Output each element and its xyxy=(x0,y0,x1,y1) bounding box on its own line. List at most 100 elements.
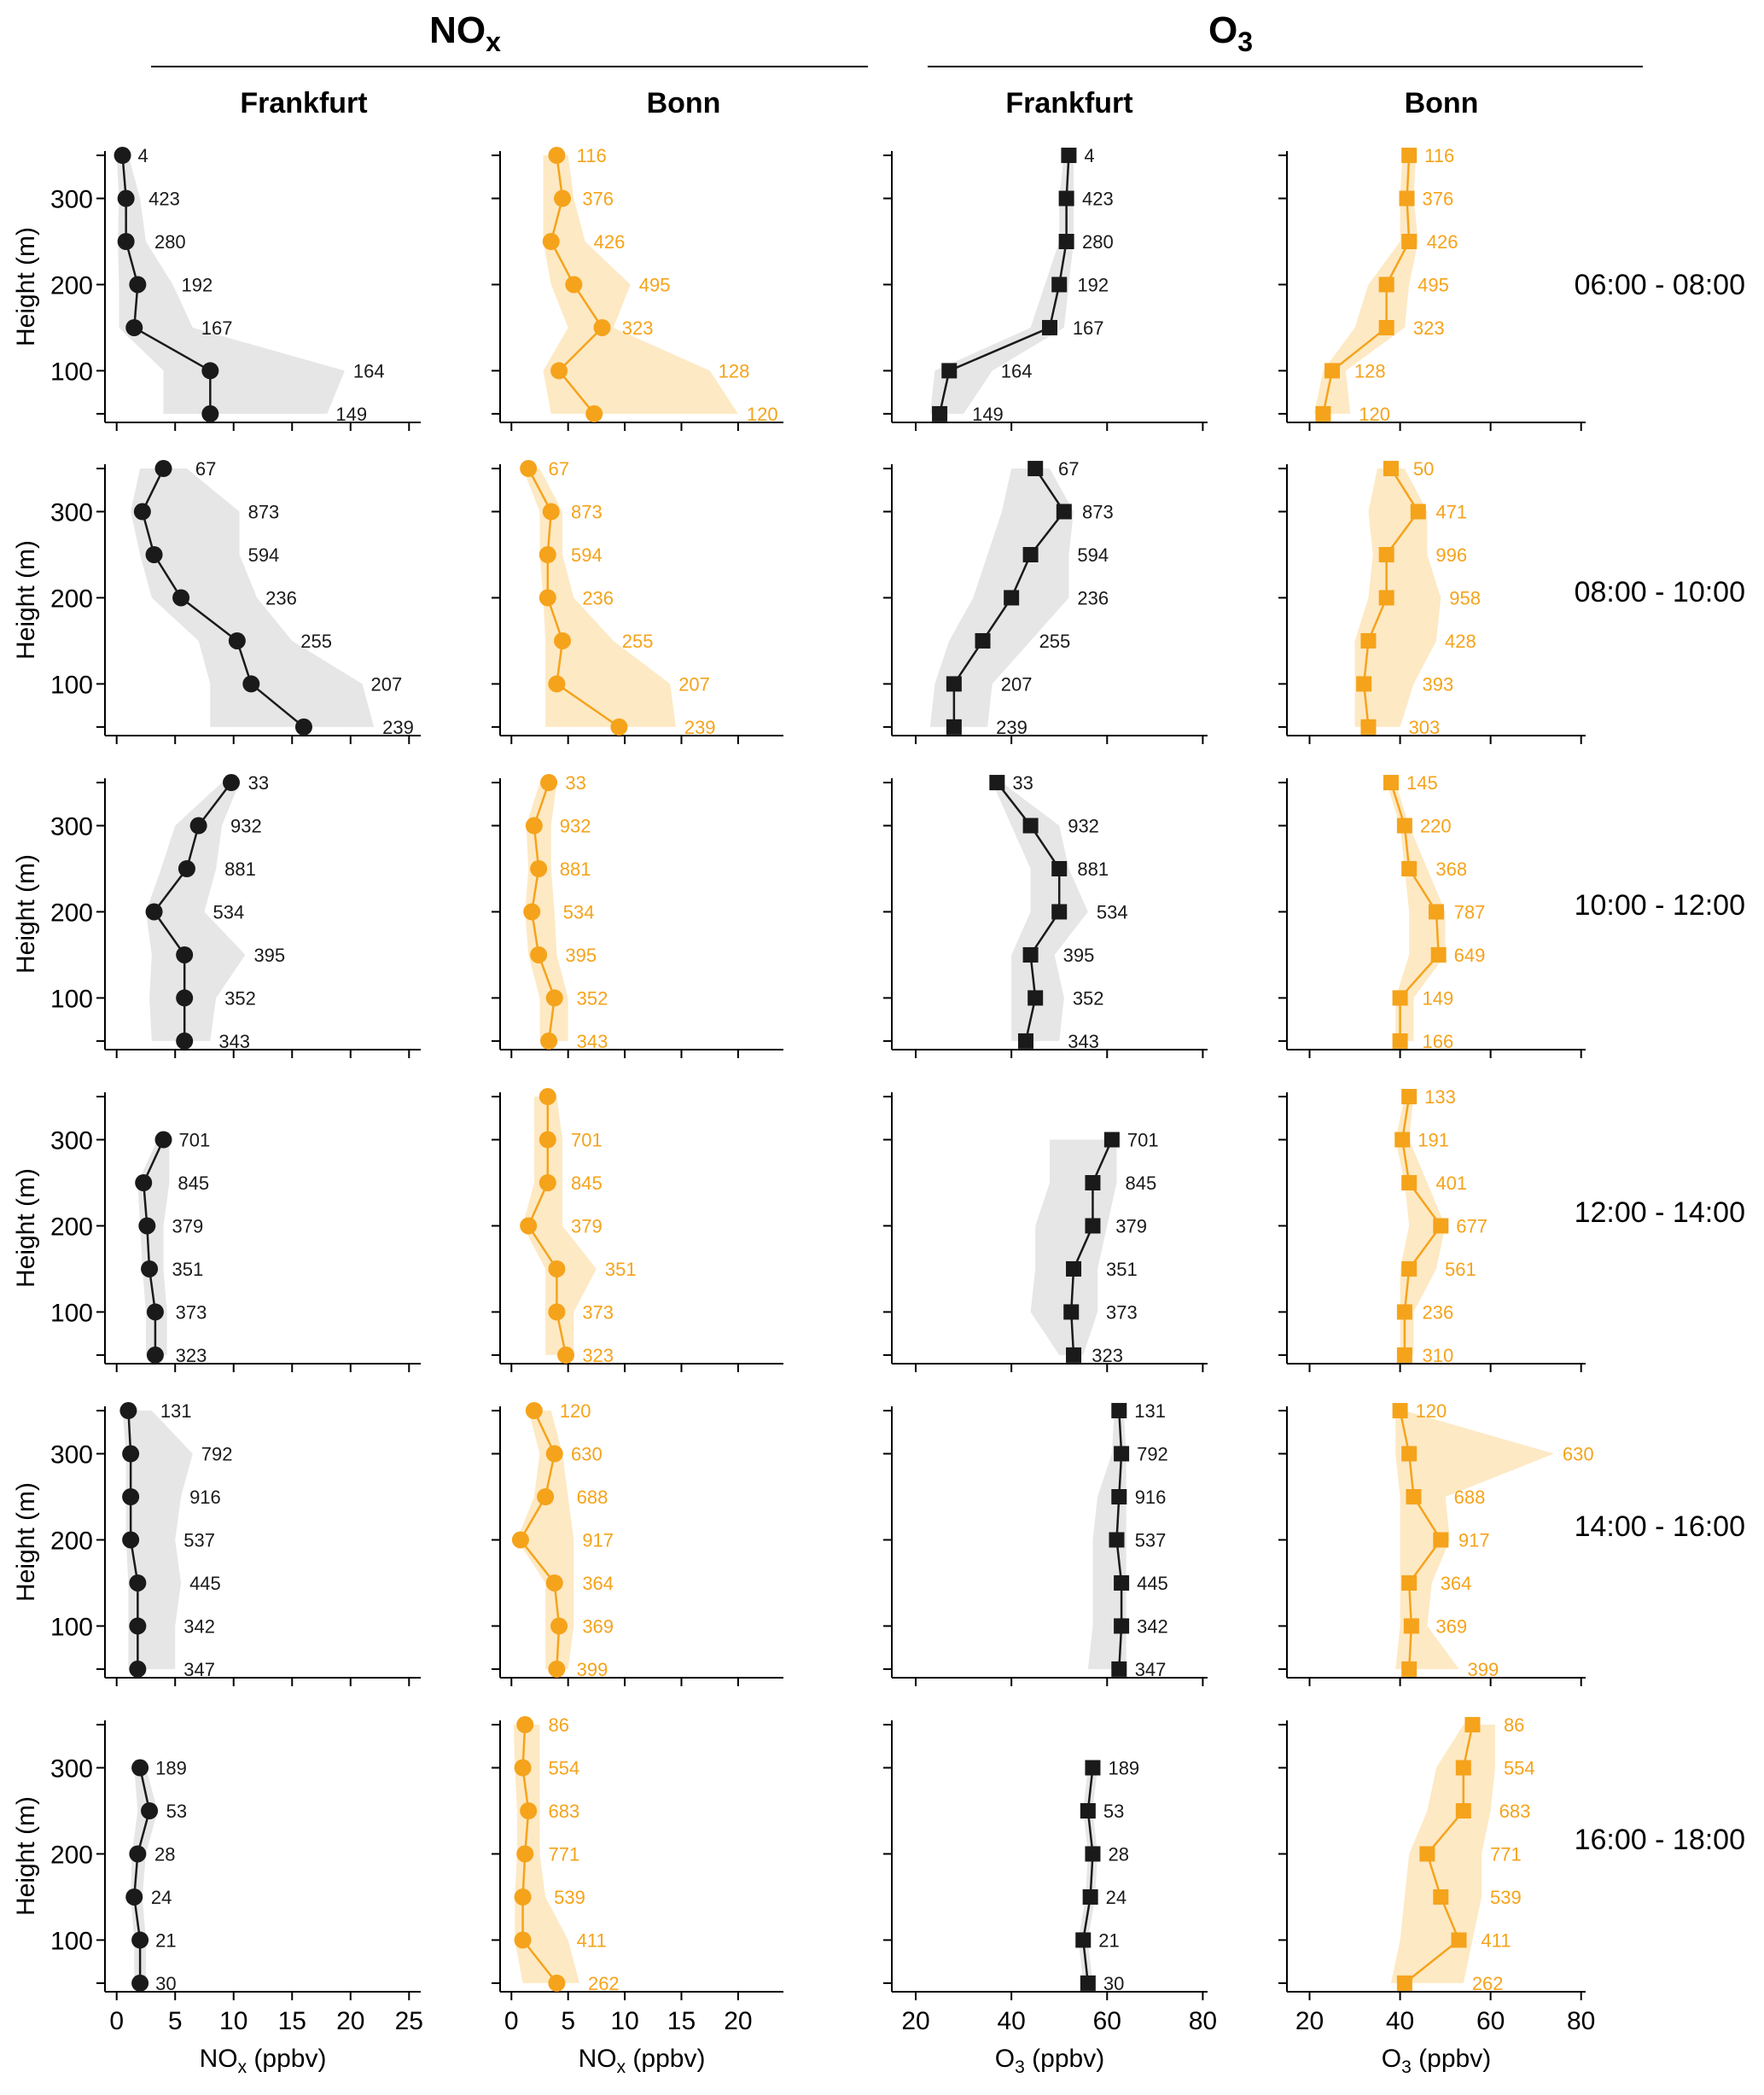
data-point xyxy=(1111,1489,1127,1504)
profile-panel-bonn-nox: 33 932 881 534 395 352 343 xyxy=(492,772,783,1058)
data-point xyxy=(176,1032,194,1050)
y-axis-label: Height (m) xyxy=(12,227,40,346)
data-point xyxy=(1058,190,1074,207)
data-point xyxy=(1378,590,1394,606)
sample-count-label: 310 xyxy=(1422,1345,1453,1366)
sample-count-label: 845 xyxy=(1125,1173,1156,1194)
sample-count-label: 4 xyxy=(1084,145,1094,166)
x-tick-label: 40 xyxy=(1386,2007,1414,2035)
data-point xyxy=(1042,319,1057,335)
data-point xyxy=(154,1131,172,1149)
profile-panel-frankfurt-nox: 100 200 300 Height (m) 131 792 916 537 445 342 347 xyxy=(12,1400,421,1686)
data-point xyxy=(1114,1618,1130,1634)
x-axis-label: O3 (ppbv) xyxy=(1382,2045,1491,2077)
data-point xyxy=(135,1174,153,1191)
data-point xyxy=(1396,1304,1412,1320)
sample-count-label: 376 xyxy=(1423,189,1454,210)
data-point xyxy=(941,363,958,379)
profile-panel-bonn-o3: 20 40 60 80 O3 (ppbv) 86 554 683 771 539 411 262 xyxy=(1278,1714,1595,2077)
data-point xyxy=(946,676,962,692)
time-window-labels: 06:00 - 08:00 08:00 - 10:00 10:00 - 12:0… xyxy=(1575,269,1745,1856)
sample-count-label: 395 xyxy=(565,945,597,966)
y-tick-label: 300 xyxy=(50,1755,93,1784)
data-point xyxy=(1396,1347,1412,1363)
data-point xyxy=(133,503,151,521)
x-tick-label: 20 xyxy=(901,2007,929,2035)
data-point xyxy=(1103,1132,1120,1148)
data-point xyxy=(520,460,538,478)
sample-count-label: 24 xyxy=(1106,1887,1127,1908)
data-point xyxy=(548,675,566,693)
data-point xyxy=(548,1260,566,1277)
data-point xyxy=(539,1174,556,1191)
range-band xyxy=(1313,155,1418,414)
data-point xyxy=(1058,234,1074,249)
sample-count-label: 24 xyxy=(151,1887,172,1908)
data-point xyxy=(523,903,541,921)
group-header: NOx O3 xyxy=(151,9,1643,67)
sample-count-label: 164 xyxy=(1001,360,1033,381)
y-tick-label: 100 xyxy=(50,358,93,386)
sample-count-label: 534 xyxy=(1097,901,1128,922)
column-header-bonn-nox: Bonn xyxy=(647,87,721,119)
sample-count-label: 445 xyxy=(1137,1573,1168,1594)
data-point xyxy=(539,1131,556,1149)
data-point xyxy=(1075,1932,1092,1948)
sample-count-label: 771 xyxy=(1490,1843,1522,1865)
data-point xyxy=(1051,276,1068,293)
data-point xyxy=(520,1802,538,1819)
sample-count-label: 395 xyxy=(1063,945,1095,966)
sample-count-label: 86 xyxy=(1504,1714,1524,1736)
data-point xyxy=(1451,1932,1467,1948)
data-point xyxy=(1401,1661,1418,1677)
sample-count-label: 86 xyxy=(548,1714,568,1736)
data-point xyxy=(117,233,135,250)
profile-panel-frankfurt-o3: 131 792 916 537 445 342 347 xyxy=(883,1400,1208,1686)
data-point xyxy=(119,1402,137,1420)
data-point xyxy=(1109,1532,1125,1548)
data-point xyxy=(1080,1803,1096,1819)
sample-count-label: 393 xyxy=(1422,673,1453,695)
range-band xyxy=(137,1139,170,1355)
data-point xyxy=(554,189,572,207)
sample-count-label: 343 xyxy=(577,1031,608,1052)
data-point xyxy=(178,860,195,877)
data-point xyxy=(1080,1975,1096,1991)
x-tick-label: 15 xyxy=(667,2007,696,2035)
data-point xyxy=(1419,1846,1435,1862)
data-point xyxy=(1378,547,1394,562)
sample-count-label: 423 xyxy=(148,189,180,210)
data-point xyxy=(129,1845,147,1863)
data-point xyxy=(545,1445,563,1463)
sample-count-label: 630 xyxy=(571,1444,603,1465)
data-point xyxy=(176,946,194,963)
sample-count-label: 881 xyxy=(1077,858,1109,880)
range-band xyxy=(522,1097,597,1355)
sample-count-label: 33 xyxy=(1012,772,1033,794)
sample-count-label: 145 xyxy=(1406,772,1438,794)
y-axis-label: Height (m) xyxy=(12,1482,40,1602)
data-point xyxy=(1004,590,1020,606)
range-band xyxy=(1386,783,1446,1041)
sample-count-label: 379 xyxy=(1115,1215,1147,1237)
range-band xyxy=(131,1767,158,1983)
sample-count-label: 792 xyxy=(1137,1444,1168,1465)
data-point xyxy=(539,1088,556,1106)
sample-count-label: 53 xyxy=(1103,1801,1124,1822)
data-point xyxy=(1356,676,1372,692)
x-tick-label: 10 xyxy=(610,2007,638,2035)
sample-count-label: 133 xyxy=(1424,1086,1456,1108)
sample-count-label: 28 xyxy=(154,1843,175,1865)
sample-count-label: 534 xyxy=(212,901,244,922)
time-window-label: 06:00 - 08:00 xyxy=(1575,269,1745,301)
data-point xyxy=(122,1531,140,1549)
y-axis-label: Height (m) xyxy=(12,854,40,974)
sample-count-label: 351 xyxy=(1106,1259,1138,1280)
data-point xyxy=(1401,1089,1418,1105)
sample-count-label: 495 xyxy=(639,274,671,295)
sample-count-label: 539 xyxy=(554,1887,585,1908)
sample-count-label: 303 xyxy=(1409,717,1441,738)
sample-count-label: 323 xyxy=(1413,317,1445,339)
sample-count-label: 373 xyxy=(582,1301,614,1323)
x-tick-label: 80 xyxy=(1189,2007,1217,2035)
